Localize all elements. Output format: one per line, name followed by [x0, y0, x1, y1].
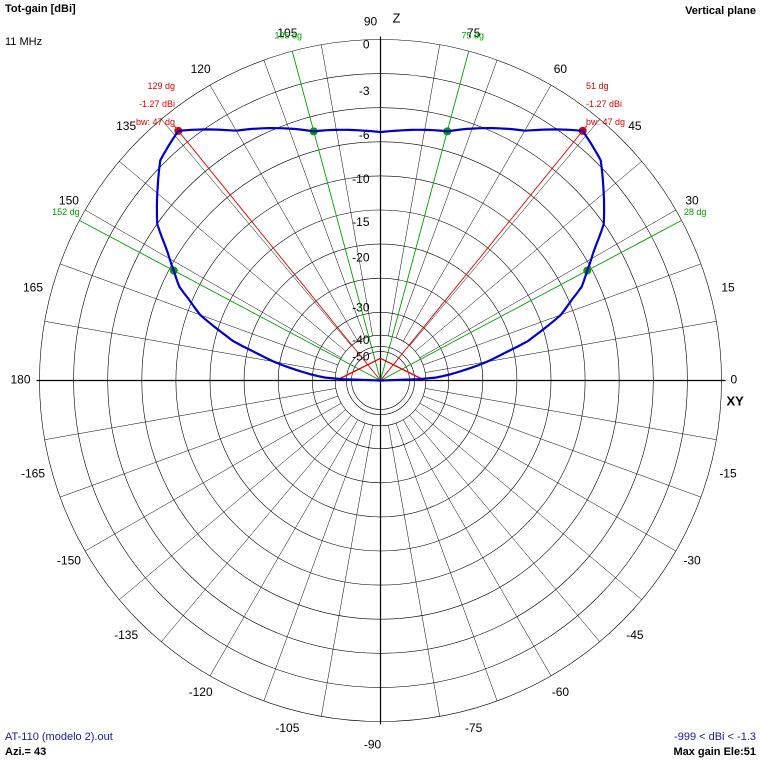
radial-tick-label: -6	[359, 128, 370, 142]
max-gain-label: -1.27 dBi	[139, 99, 175, 109]
angle-tick-label: -15	[719, 467, 737, 481]
gain-range-label: -999 < dBi < -1.3	[674, 731, 756, 743]
3db-line	[79, 220, 381, 381]
3db-line	[380, 51, 470, 381]
grid-spoke	[402, 419, 552, 676]
grid-spoke	[161, 415, 352, 642]
origin-marker	[335, 357, 426, 382]
grid-spoke	[119, 161, 346, 352]
grid-spoke	[44, 388, 336, 440]
max-gain-label: 129 dg	[148, 81, 176, 91]
grid-spoke	[395, 423, 498, 702]
radial-tick-label: 0	[363, 38, 370, 52]
angle-tick-label: 150	[59, 194, 79, 208]
3db-label: 28 dg	[684, 207, 707, 217]
max-gain-label: bw: 47 dg	[136, 117, 175, 127]
angle-tick-label: -90	[364, 738, 382, 752]
xy-axis-label: XY	[727, 394, 745, 409]
angle-tick-label: 15	[721, 280, 735, 294]
angle-tick-label: -75	[465, 721, 483, 735]
grid-spoke	[388, 425, 440, 717]
angle-tick-label: -60	[552, 685, 570, 699]
angle-tick-label: -30	[683, 553, 701, 567]
max-gain-line	[173, 125, 381, 381]
radial-tick-label: -3	[359, 84, 370, 98]
grid-spoke	[419, 209, 676, 359]
grid-spoke	[161, 119, 352, 346]
angle-tick-label: 75	[467, 26, 481, 40]
angle-tick-label: -105	[275, 721, 299, 735]
grid-spoke	[425, 321, 717, 373]
angle-tick-label: 165	[23, 280, 43, 294]
angle-tick-label: 30	[685, 194, 699, 208]
max-gain-label: 51 dg	[586, 81, 609, 91]
radial-tick-label: -40	[352, 333, 370, 347]
grid-spoke	[44, 321, 336, 373]
z-axis-label: Z	[393, 11, 401, 26]
angle-tick-label: 120	[191, 62, 211, 76]
grid-spoke	[321, 425, 373, 717]
grid-spoke	[85, 209, 342, 359]
grid-spoke	[263, 423, 366, 702]
angle-tick-label: -120	[189, 685, 213, 699]
grid-spoke	[209, 419, 359, 676]
radial-tick-label: -15	[352, 215, 370, 229]
chart-title: Tot-gain [dBi]	[5, 3, 76, 15]
file-name-label: AT-110 (modelo 2).out	[5, 731, 113, 743]
angle-tick-label: -165	[21, 467, 45, 481]
grid-spoke	[415, 409, 642, 600]
grid-spoke	[402, 85, 552, 342]
grid-spoke	[388, 44, 440, 336]
angle-tick-label: 135	[116, 119, 136, 133]
max-gain-label: -1.27 dBi	[586, 99, 622, 109]
grid-spoke	[419, 402, 676, 552]
radial-tick-label: -20	[352, 250, 370, 264]
angle-tick-label: 45	[628, 119, 642, 133]
angle-tick-label: 90	[364, 15, 378, 29]
angle-tick-label: -45	[626, 628, 644, 642]
grid-spoke	[263, 59, 366, 338]
3db-line	[291, 51, 381, 381]
grid-spoke	[395, 59, 498, 338]
grid-spoke	[85, 402, 342, 552]
frequency-label: 11 MHz	[5, 36, 43, 48]
max-gain-line	[380, 125, 588, 381]
grid-spoke	[59, 395, 338, 498]
3db-line	[380, 220, 682, 381]
angle-tick-label: 180	[11, 373, 31, 387]
angle-tick-label: 0	[731, 373, 738, 387]
angle-tick-label: 105	[277, 26, 297, 40]
angle-tick-label: -135	[114, 628, 138, 642]
max-gain-label: bw: 47 dg	[586, 117, 625, 127]
3db-label: 75 dg	[461, 30, 484, 40]
plane-label: Vertical plane	[685, 5, 756, 17]
grid-spoke	[321, 44, 373, 336]
grid-spoke	[119, 409, 346, 600]
grid-spoke	[409, 415, 600, 642]
azimuth-label: Azi.= 43	[5, 746, 47, 758]
grid-spoke	[415, 161, 642, 352]
3db-label: 152 dg	[52, 207, 80, 217]
grid-spoke	[209, 85, 359, 342]
radial-tick-label: -10	[352, 172, 370, 186]
grid-spoke	[423, 395, 702, 498]
max-gain-label: Max gain Ele:51	[673, 746, 756, 758]
3db-label: 105 dg	[275, 30, 303, 40]
angle-tick-label: 60	[554, 62, 568, 76]
angle-tick-label: -150	[57, 553, 81, 567]
grid-spoke	[425, 388, 717, 440]
grid-spoke	[409, 119, 600, 346]
gain-pattern-curve	[155, 127, 606, 382]
